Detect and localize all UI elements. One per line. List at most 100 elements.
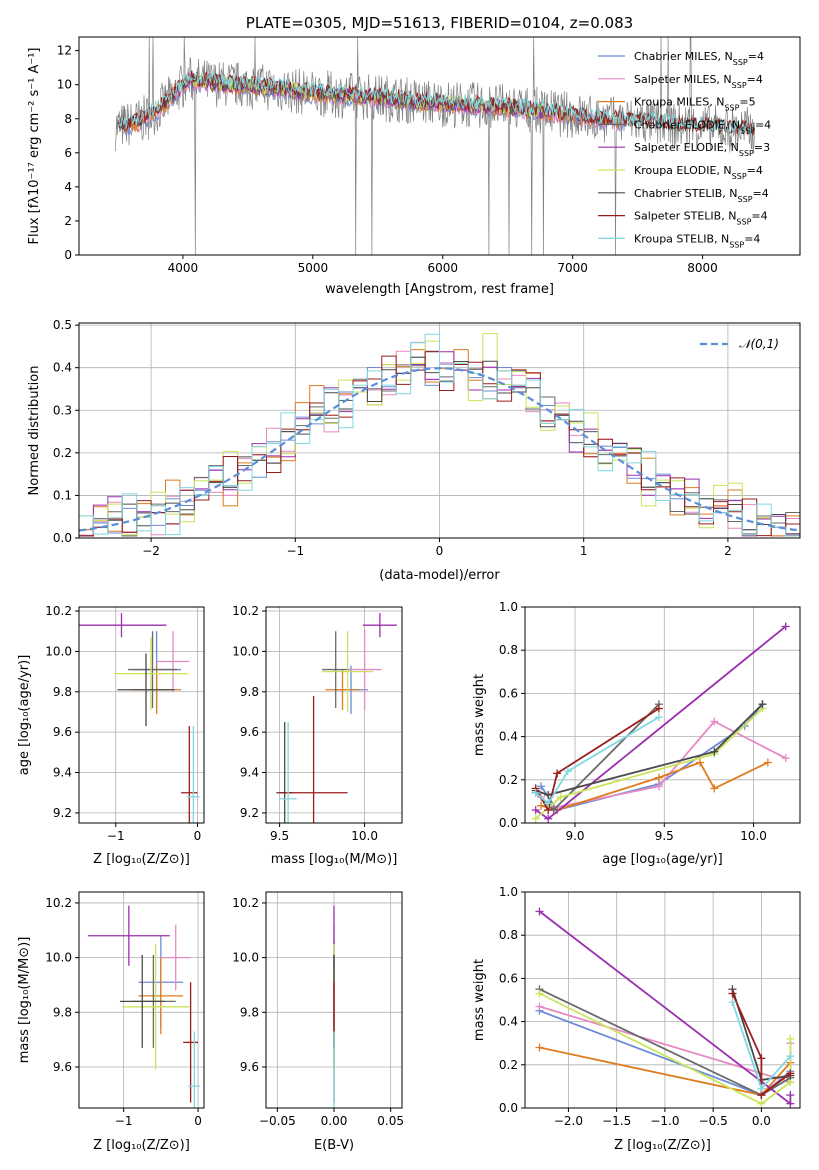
tick-label-x: 0 [194, 829, 202, 843]
tick-label-y: 0.8 [499, 928, 518, 942]
plot-area [531, 622, 790, 823]
errorbar-point [114, 637, 188, 710]
weight-point-marker [531, 814, 540, 823]
weight-point-marker [710, 747, 719, 756]
tick-label-x: −1.0 [650, 1114, 679, 1128]
weight-point-marker [654, 704, 663, 713]
weight-point-marker [535, 1043, 544, 1052]
tick-label-y: 10.0 [45, 951, 72, 965]
x-axis-label: E(B-V) [314, 1138, 354, 1153]
tick-label-y: 10.2 [45, 604, 72, 618]
tick-label-y: 9.6 [240, 1060, 259, 1074]
weight-point-marker [537, 782, 546, 791]
panel-weight-vs-Z: −2.0 −1.5 −1.0 −0.5 0.0 0.0 0.2 0.4 0.6 0.8 1.0 Z [… [472, 885, 801, 1153]
y-axis-label: mass [log₁₀(M/M⊙)] [17, 937, 32, 1064]
tick-label-y: 0.2 [499, 1058, 518, 1072]
tick-label-y: 0.5 [53, 318, 72, 332]
legend-label: Kroupa MILES, NSSP=5 [634, 96, 756, 113]
tick-label-x: −1 [286, 544, 304, 558]
tick-label-x: 9.5 [270, 829, 289, 843]
weight-point-marker [710, 717, 719, 726]
tick-label-y: 0.2 [499, 773, 518, 787]
errorbar-point [325, 669, 360, 710]
tick-label-x: 0.00 [321, 1114, 348, 1128]
weight-series-line [731, 993, 791, 1097]
model-spectrum-line [117, 72, 755, 135]
errorbar-point [160, 924, 191, 991]
weight-series-line [535, 703, 764, 796]
tick-label-x: −1.5 [602, 1114, 631, 1128]
weight-point-marker [553, 769, 562, 778]
tick-label-y: 0.0 [499, 816, 518, 830]
tick-label-y: 9.4 [53, 766, 72, 780]
errorbar-point [362, 613, 397, 638]
tick-label-y: 8 [64, 112, 72, 126]
panel-spectrum: 4000 5000 6000 7000 8000 0 2 4 6 8 10 12 PLATE=0305,… [27, 14, 801, 297]
tick-label-y: 10.2 [232, 604, 259, 618]
weight-point-marker [728, 989, 737, 998]
weight-point-marker [786, 1091, 795, 1100]
weight-point-marker [781, 622, 790, 631]
observed-spectrum-line [115, 37, 755, 255]
y-axis-label: age [log₁₀(age/yr)] [17, 655, 32, 776]
x-axis-label: age [log₁₀(age/yr)] [602, 852, 723, 867]
errorbar-point [186, 726, 200, 823]
plot-area [79, 613, 200, 823]
plot-area [87, 905, 201, 1108]
tick-label-x: 8000 [687, 261, 718, 275]
weight-point-marker [710, 784, 719, 793]
tick-label-x: 0.0 [752, 1114, 771, 1128]
weight-point-marker [757, 1084, 766, 1093]
tick-label-x: 5000 [298, 261, 329, 275]
tick-label-x: −2 [142, 544, 160, 558]
weight-point-marker [728, 998, 737, 1007]
tick-label-x: 10.0 [740, 829, 767, 843]
errorbar-point [347, 629, 382, 710]
weight-point-marker [786, 1052, 795, 1061]
y-axis-label: Flux [fλ10⁻¹⁷ erg cm⁻² s⁻¹ A⁻¹] [27, 48, 42, 245]
tick-label-x: −1 [107, 829, 125, 843]
tick-label-x: −0.05 [259, 1114, 296, 1128]
tick-label-y: 0.8 [499, 643, 518, 657]
weight-point-marker [696, 758, 704, 767]
tick-label-y: 0.4 [53, 361, 72, 375]
legend-label: Chabrier MILES, NSSP=4 [634, 50, 764, 67]
tick-label-x: 9.5 [655, 829, 674, 843]
weight-point-marker [757, 1054, 766, 1063]
panel-residuals: −2 −1 0 1 2 0.0 0.1 0.2 0.3 0.4 0.5 (data-model)/er… [27, 318, 801, 583]
tick-label-x: 7000 [557, 261, 588, 275]
chart-title: PLATE=0305, MJD=51613, FIBERID=0104, z=0… [246, 14, 633, 32]
errorbar-point [183, 982, 199, 1103]
panel-mass-vs-ebv: −0.05 0.00 0.05 9.6 9.8 10.0 10.2 E(B-V) [232, 891, 404, 1153]
weight-point-marker [757, 1099, 766, 1108]
axes-frame [78, 36, 801, 256]
tick-label-x: 6000 [427, 261, 458, 275]
axes-frame [524, 891, 801, 1109]
tick-label-y: 0.6 [499, 686, 518, 700]
weight-series-line [539, 992, 792, 1105]
x-axis-label: wavelength [Angstrom, rest frame] [325, 282, 554, 297]
tick-label-y: 0.3 [53, 403, 72, 417]
panel-weight-vs-age: 9.0 9.5 10.0 0.0 0.2 0.4 0.6 0.8 1.0 age [log₁₀(a… [472, 600, 801, 867]
weight-point-marker [563, 767, 572, 776]
tick-label-y: 9.4 [240, 766, 259, 780]
tick-label-y: 10.0 [45, 644, 72, 658]
panel-mass-vs-Z: −1 0 9.6 9.8 10.0 10.2 Z [log₁₀(Z/Z⊙)] mass [lo… [17, 891, 205, 1153]
tick-label-y: 4 [64, 180, 72, 194]
tick-label-y: 0.0 [499, 1101, 518, 1115]
tick-label-y: 9.8 [53, 1005, 72, 1019]
axes-frame [524, 606, 801, 824]
tick-label-y: 0.6 [499, 971, 518, 985]
errorbar-point [117, 653, 175, 727]
tick-label-y: 0.4 [499, 1015, 518, 1029]
tick-label-y: 9.2 [53, 806, 72, 820]
weight-point-marker [654, 773, 663, 782]
tick-label-y: 9.6 [240, 725, 259, 739]
tick-label-y: 9.8 [240, 685, 259, 699]
tick-label-y: 6 [64, 146, 72, 160]
tick-label-y: 0 [64, 248, 72, 262]
tick-label-x: 0.05 [377, 1114, 404, 1128]
weight-point-marker [786, 1069, 795, 1078]
tick-label-y: 9.8 [240, 1005, 259, 1019]
weight-series-line [535, 716, 660, 805]
